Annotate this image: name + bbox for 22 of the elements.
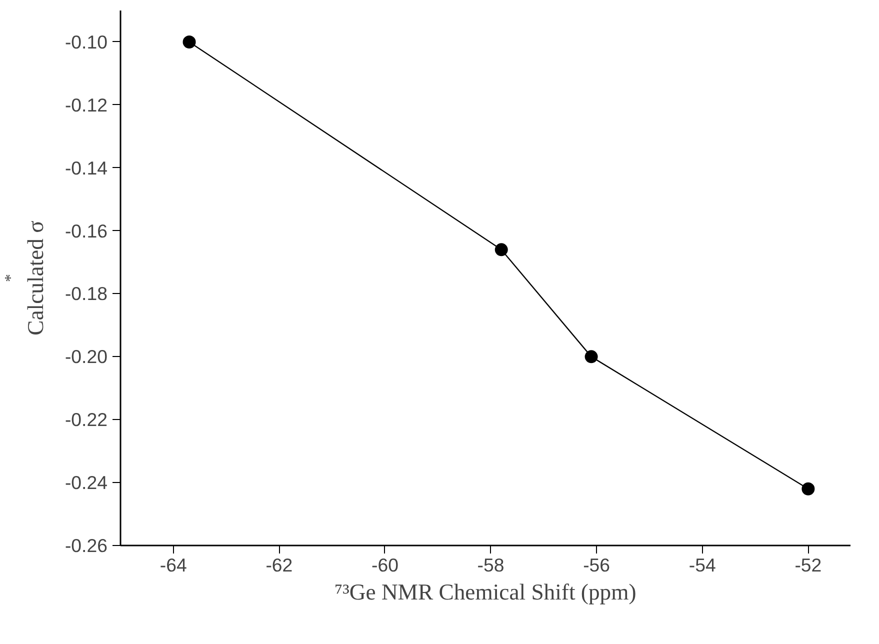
y-tick-label: -0.12 — [64, 94, 108, 116]
y-axis-title: Calculated σ* — [2, 220, 48, 336]
y-tick-label: -0.24 — [64, 472, 108, 494]
x-tick-label: -64 — [160, 554, 187, 576]
y-tick-label: -0.16 — [64, 220, 108, 242]
point — [584, 350, 598, 364]
x-tick-label: -56 — [583, 554, 610, 576]
y-tick-label: -0.22 — [64, 409, 108, 430]
x-tick-label: -54 — [688, 554, 716, 576]
point — [182, 35, 196, 48]
x-axis-title: ⁷³Ge NMR Chemical Shift (ppm) — [334, 580, 636, 604]
x-tick-label: -62 — [266, 554, 293, 576]
x-tick-label: -60 — [372, 554, 398, 576]
x-tick-label: -58 — [477, 554, 504, 576]
y-tick-label: -0.26 — [64, 535, 108, 556]
x-tick-label: -52 — [794, 554, 822, 576]
y-tick-label: -0.14 — [64, 157, 108, 178]
y-tick-label: -0.18 — [64, 283, 108, 304]
point — [802, 482, 815, 496]
y-tick-label: -0.20 — [64, 346, 108, 368]
point — [494, 243, 508, 256]
y-tick-label: -0.10 — [64, 31, 108, 52]
